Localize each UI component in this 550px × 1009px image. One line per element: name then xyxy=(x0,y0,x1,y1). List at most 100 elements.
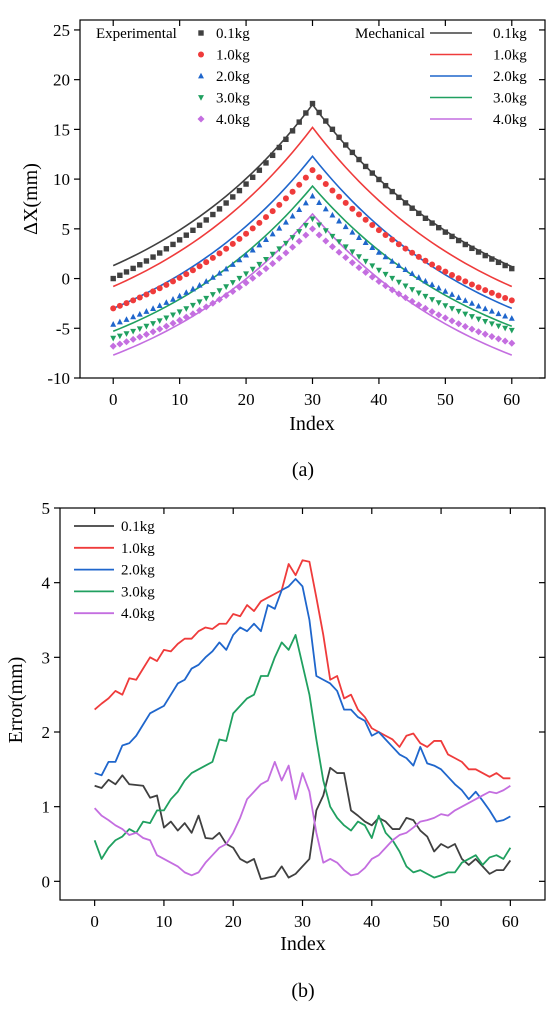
chart-a-experimental-point-3.0kg xyxy=(389,275,396,282)
chart-a-experimental-point-2.0kg xyxy=(362,239,369,246)
chart-a-experimental-point-3.0kg xyxy=(110,335,117,342)
chart-a-experimental-point-0.1kg xyxy=(475,249,482,255)
chart-a-experimental-point-1.0kg xyxy=(276,201,283,208)
chart-a-experimental-point-2.0kg xyxy=(256,241,263,248)
chart-a-experimental-point-3.0kg xyxy=(156,318,163,325)
chart-a-experimental-point-4.0kg xyxy=(415,301,423,309)
chart-a-experimental-point-0.1kg xyxy=(336,134,342,140)
chart-a-experimental-point-0.1kg xyxy=(243,181,249,187)
chart-a-experimental-point-0.1kg xyxy=(117,272,123,278)
chart-a-experimental-point-2.0kg xyxy=(429,281,436,288)
chart-a-experimental-point-3.0kg xyxy=(130,328,137,335)
chart-a-experimental-point-3.0kg xyxy=(482,319,489,325)
chart-a-experimental-point-3.0kg xyxy=(342,244,349,251)
chart-a-experimental-point-0.1kg xyxy=(449,233,455,240)
chart-a-experimental-point-4.0kg xyxy=(302,231,310,239)
chart-a-experimental-point-3.0kg xyxy=(196,299,203,306)
chart-a-experimental-point-1.0kg xyxy=(375,227,382,234)
chart-a-experimental-point-0.1kg xyxy=(250,174,256,180)
chart-a-experimental-point-3.0kg xyxy=(502,325,509,332)
chart-a-experimental-point-1.0kg xyxy=(322,180,329,187)
chart-a-experimental-point-2.0kg xyxy=(163,299,170,305)
chart-a-experimental-point-0.1kg xyxy=(309,100,316,107)
chart-a-experimental-point-3.0kg xyxy=(369,263,376,270)
chart-a-experimental-point-4.0kg xyxy=(169,319,177,327)
chart-a-experimental-point-1.0kg xyxy=(309,167,316,174)
chart-a-experimental-point-1.0kg xyxy=(189,267,196,274)
chart-a-x-axis-title: Index xyxy=(289,413,335,435)
chart-a-legend-experimental-label: 2.0kg xyxy=(216,69,250,85)
chart-a-experimental-point-3.0kg xyxy=(508,327,515,334)
chart-a-experimental-point-0.1kg xyxy=(409,205,415,211)
chart-a-experimental-point-0.1kg xyxy=(283,136,289,143)
chart-b-x-tick-label: 20 xyxy=(225,912,242,931)
chart-a-legend-marker-0.1kg xyxy=(198,30,204,36)
chart-a-experimental-point-4.0kg xyxy=(481,330,489,338)
chart-a-experimental-point-2.0kg xyxy=(143,308,150,314)
chart-a-experimental-point-0.1kg xyxy=(123,269,130,275)
chart-a-experimental-point-4.0kg xyxy=(242,279,250,287)
chart-a-experimental-point-1.0kg xyxy=(243,230,250,237)
chart-a-experimental-point-3.0kg xyxy=(302,222,309,229)
chart-a-experimental-point-2.0kg xyxy=(495,310,502,317)
chart-a-experimental-point-2.0kg xyxy=(468,300,475,306)
chart-a-experimental-point-0.1kg xyxy=(256,167,263,173)
chart-a-experimental-point-3.0kg xyxy=(329,233,336,240)
chart-a-experimental-point-1.0kg xyxy=(256,219,263,226)
chart-a-experimental-point-4.0kg xyxy=(508,339,516,347)
chart-a-experimental-point-2.0kg xyxy=(442,288,449,294)
chart-a-experimental-point-4.0kg xyxy=(388,286,396,294)
chart-a-experimental-point-3.0kg xyxy=(223,284,230,290)
chart-a-experimental-point-1.0kg xyxy=(143,291,150,298)
chart-a-experimental-point-0.1kg xyxy=(170,241,176,248)
chart-a-legend-mechanical-title: Mechanical xyxy=(355,26,425,42)
chart-a-experimental-point-0.1kg xyxy=(502,262,508,269)
chart-a-experimental-point-3.0kg xyxy=(143,323,150,330)
chart-a-experimental-point-2.0kg xyxy=(356,234,362,240)
chart-a-experimental-point-1.0kg xyxy=(389,236,396,243)
chart-b-x-tick-label: 0 xyxy=(90,912,99,931)
chart-a-experimental-point-3.0kg xyxy=(382,271,389,278)
chart-a-experimental-point-2.0kg xyxy=(475,302,482,309)
chart-a-y-tick-label: 20 xyxy=(53,71,70,90)
chart-a-experimental-point-2.0kg xyxy=(482,305,489,312)
chart-a-experimental-point-1.0kg xyxy=(209,254,216,261)
chart-a-experimental-point-0.1kg xyxy=(343,142,349,148)
chart-a-experimental-point-3.0kg xyxy=(455,308,462,315)
chart-a-experimental-point-0.1kg xyxy=(130,265,136,272)
chart-a-experimental-point-3.0kg xyxy=(263,256,269,263)
chart-a-experimental-point-0.1kg xyxy=(230,194,236,200)
chart-a-experimental-point-3.0kg xyxy=(468,314,475,320)
chart-a-experimental-point-2.0kg xyxy=(415,274,422,280)
chart-b-y-axis-title: Error(mm) xyxy=(5,657,27,744)
chart-a-experimental-point-4.0kg xyxy=(448,317,456,325)
chart-a-experimental-point-4.0kg xyxy=(488,333,496,341)
chart-a-experimental-point-2.0kg xyxy=(389,258,396,264)
chart-a-experimental-point-1.0kg xyxy=(223,245,230,252)
chart-a-experimental-point-1.0kg xyxy=(170,278,176,285)
chart-a-mechanical-line-4.0kg xyxy=(112,212,513,356)
chart-b-y-tick-label: 3 xyxy=(42,648,51,667)
chart-a-experimental-point-4.0kg xyxy=(222,292,230,300)
chart-a-mechanical-line-1.0kg xyxy=(112,126,513,288)
chart-a-experimental-point-0.1kg xyxy=(289,128,296,134)
chart-a-experimental-point-4.0kg xyxy=(156,325,164,333)
chart-a-experimental-point-1.0kg xyxy=(362,216,369,223)
chart-a-experimental-point-3.0kg xyxy=(229,280,236,286)
chart-a-experimental-point-1.0kg xyxy=(123,300,130,307)
chart-a-legend-experimental-label: 4.0kg xyxy=(216,112,250,128)
chart-a-experimental-point-3.0kg xyxy=(336,239,343,245)
chart-a-experimental-point-4.0kg xyxy=(362,268,370,276)
chart-a-experimental-point-3.0kg xyxy=(362,258,369,265)
chart-a-experimental-point-2.0kg xyxy=(342,223,349,230)
chart-a-experimental-point-1.0kg xyxy=(269,208,276,215)
chart-a-y-axis-title: ΔX(mm) xyxy=(20,163,42,235)
chart-a-experimental-point-3.0kg xyxy=(349,249,356,256)
chart-a-experimental-point-2.0kg xyxy=(462,297,469,303)
chart-a-legend-experimental-label: 0.1kg xyxy=(216,26,250,42)
chart-a-experimental-point-4.0kg xyxy=(295,237,303,245)
chart-a-experimental-point-0.1kg xyxy=(210,211,216,218)
chart-a-experimental-point-1.0kg xyxy=(216,250,223,257)
chart-a-experimental-point-2.0kg xyxy=(488,307,495,314)
chart-a-experimental-point-2.0kg xyxy=(508,315,515,321)
